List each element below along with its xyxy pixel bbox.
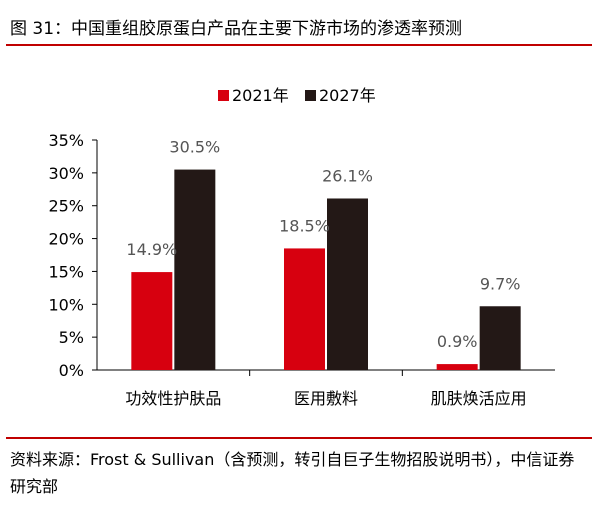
x-tick-label: 功效性护肤品 [125, 389, 221, 408]
y-tick-label: 35% [48, 131, 84, 150]
title-rule [6, 44, 592, 46]
bar [479, 306, 521, 370]
bar [131, 272, 173, 370]
x-tick-label: 肌肤焕活应用 [431, 389, 527, 408]
y-tick-label: 5% [59, 328, 84, 347]
data-label: 9.7% [480, 274, 521, 293]
y-tick-label: 20% [48, 230, 84, 249]
bar [436, 364, 478, 370]
y-tick-label: 30% [48, 164, 84, 183]
y-tick-label: 25% [48, 197, 84, 216]
bar [327, 198, 368, 370]
source-note: 资料来源：Frost & Sullivan（含预测，转引自巨子生物招股说明书），… [10, 450, 575, 496]
source-rule [6, 437, 592, 439]
bar [174, 169, 216, 370]
bar [284, 248, 325, 370]
figure-title: 图 31：中国重组胶原蛋白产品在主要下游市场的渗透率预测 [10, 19, 463, 39]
data-label: 18.5% [279, 216, 330, 235]
legend-swatch [218, 90, 229, 101]
legend: 2021年 2027年 [218, 86, 376, 105]
data-label: 26.1% [322, 166, 373, 185]
data-label: 14.9% [126, 240, 177, 259]
legend-swatch [305, 90, 316, 101]
chart-bars [131, 169, 521, 370]
y-tick-label: 0% [59, 361, 84, 380]
y-tick-label: 10% [48, 295, 84, 314]
legend-label: 2027年 [319, 86, 376, 105]
data-label: 0.9% [437, 332, 478, 351]
chart-labels: 14.9% 18.5% 0.9% 30.5% 26.1% 9.7% [126, 138, 520, 352]
x-tick-label: 医用敷料 [294, 389, 358, 408]
y-tick-label: 15% [48, 262, 84, 281]
legend-label: 2021年 [232, 86, 289, 105]
chart-axes: 0% 5% 10% 15% 20% 25% 30% 35% 功效性护肤品 医用敷料 肌肤焕活应用 [48, 131, 555, 408]
data-label: 30.5% [169, 138, 220, 157]
